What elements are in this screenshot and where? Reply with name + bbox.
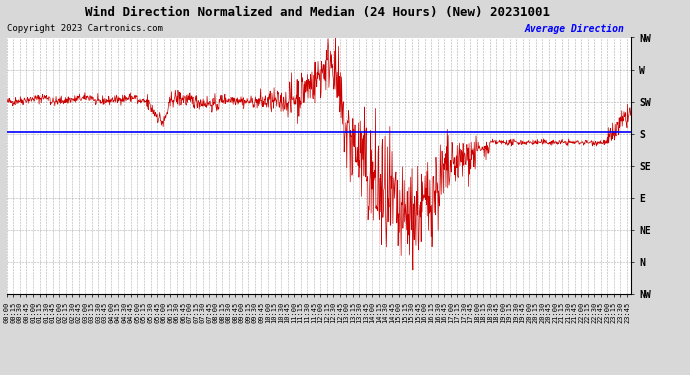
Text: Wind Direction Normalized and Median (24 Hours) (New) 20231001: Wind Direction Normalized and Median (24… (85, 6, 550, 19)
Text: Copyright 2023 Cartronics.com: Copyright 2023 Cartronics.com (7, 24, 163, 33)
Text: Average Direction: Average Direction (524, 24, 624, 34)
